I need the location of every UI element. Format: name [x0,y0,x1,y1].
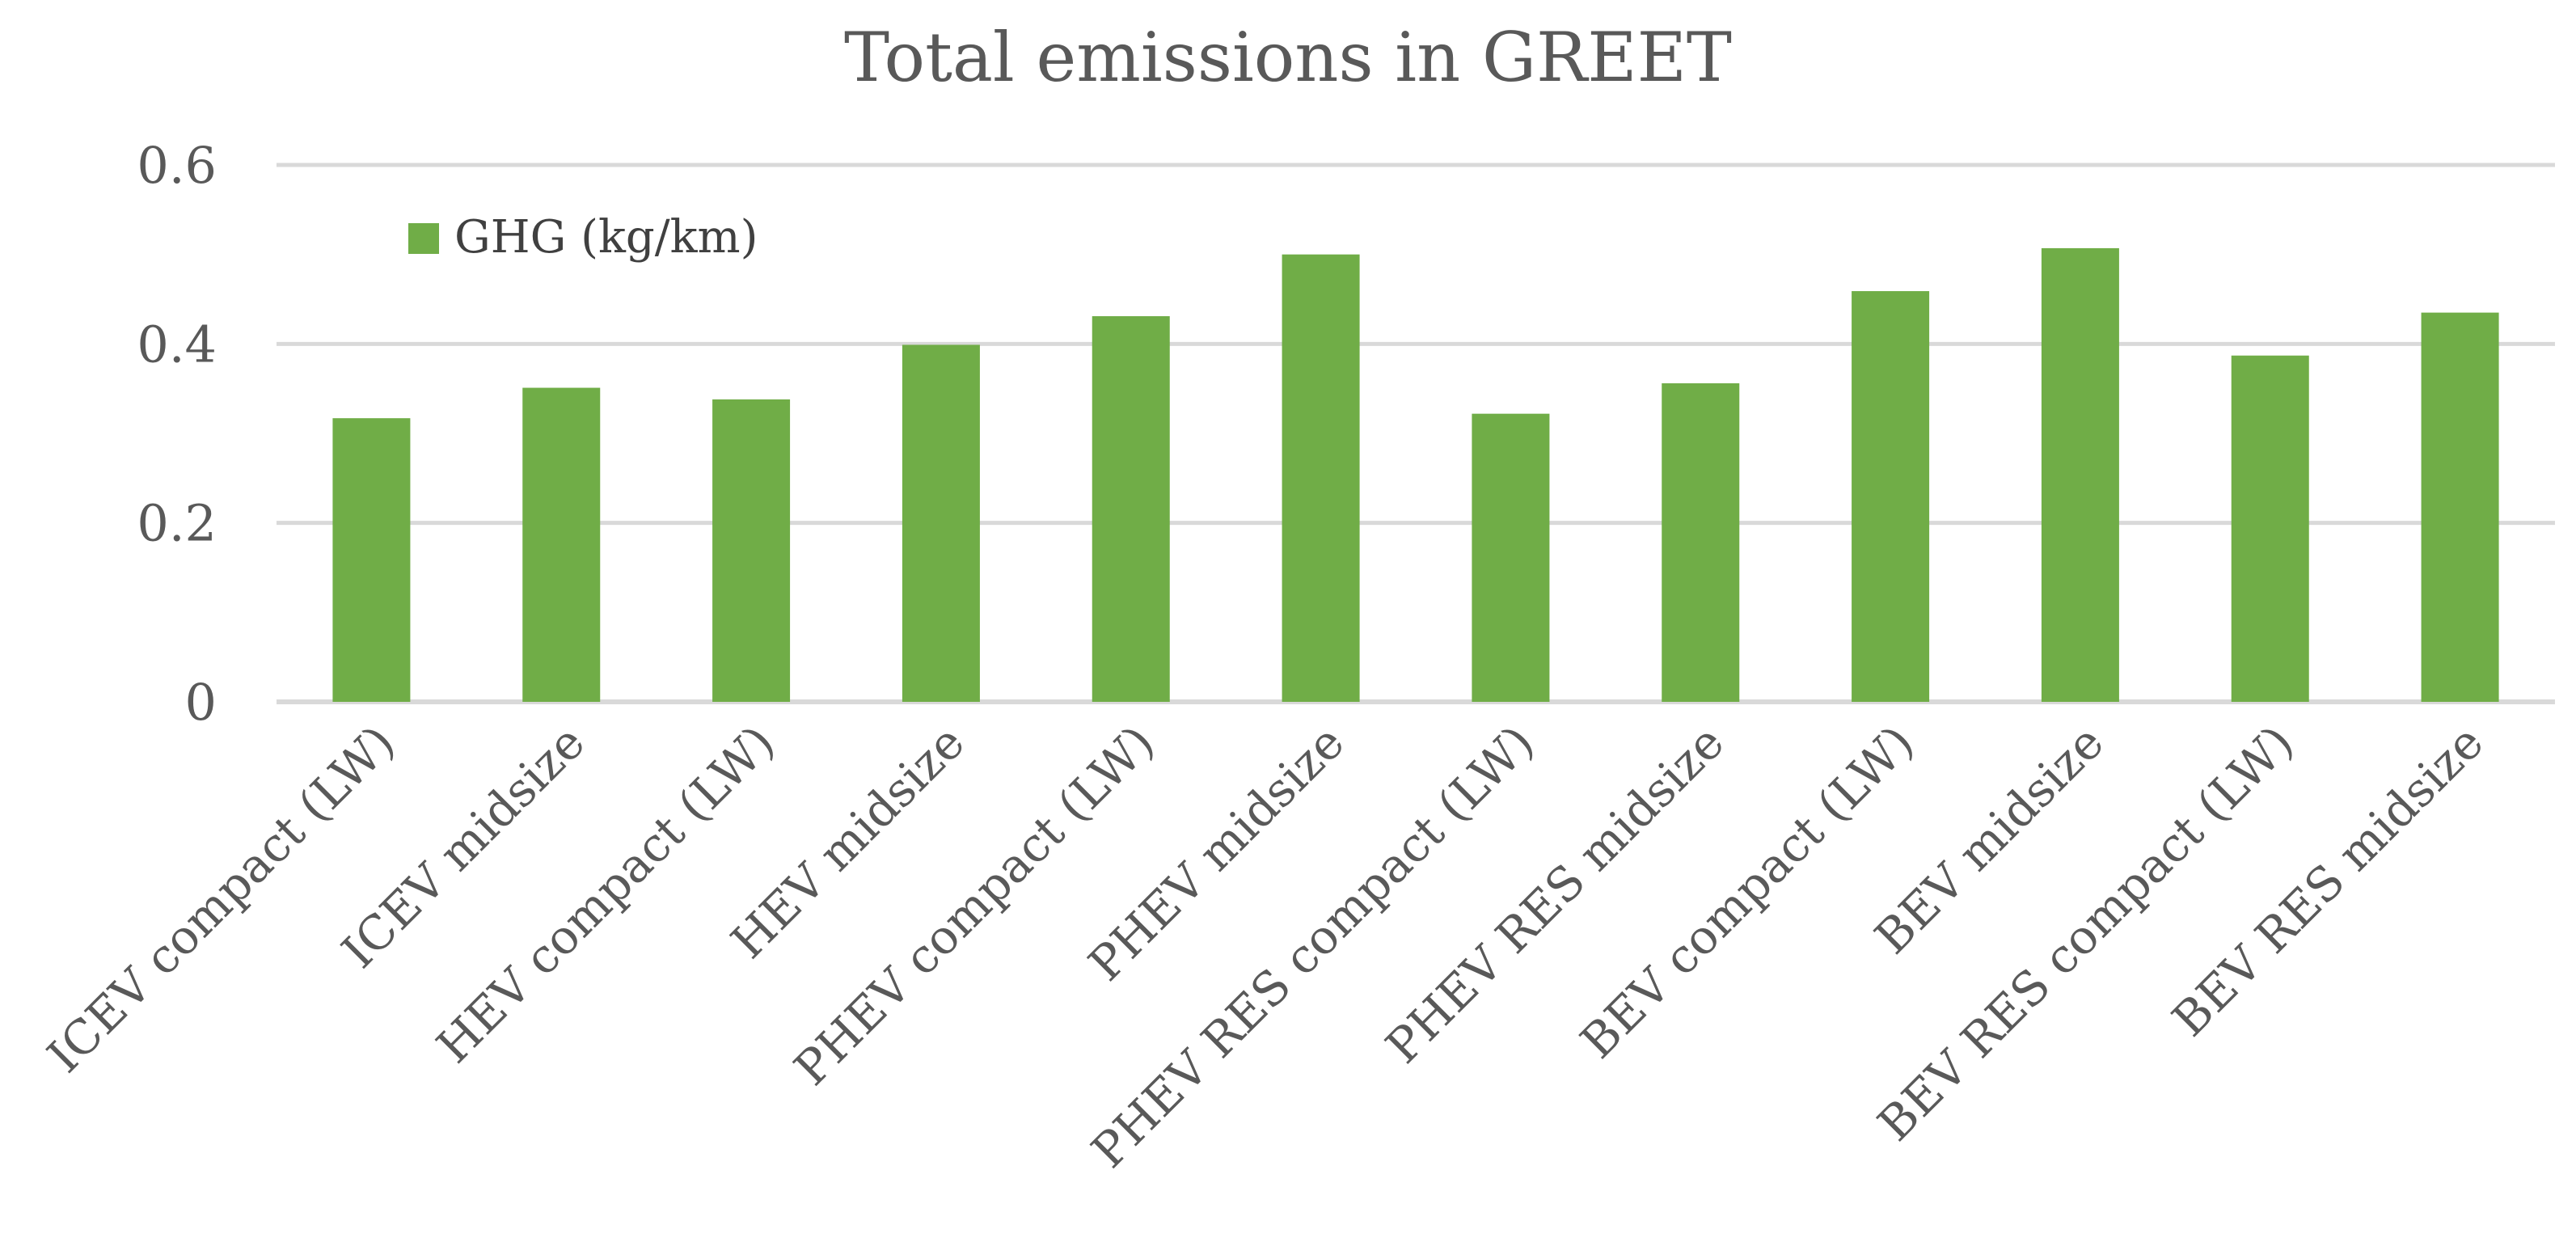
legend: GHG (kg/km) [408,211,758,264]
y-tick-label: 0.6 [137,136,217,195]
bar [1092,316,1170,702]
bar [1852,291,1930,702]
x-category-label: HEV compact (LW) [426,715,785,1074]
y-tick-label: 0.2 [137,494,217,553]
bar [1662,383,1740,702]
y-tick-label: 0 [185,673,217,732]
x-category-label: ICEV compact (LW) [36,715,405,1084]
bar [712,399,791,702]
y-tick-label: 0.4 [137,315,217,374]
chart-title: Total emissions in GREET [844,18,1732,97]
gridlines [277,163,2555,704]
bar [522,387,601,702]
legend-swatch [408,223,439,254]
y-axis-ticks: 0 0.2 0.4 0.6 [137,136,217,732]
bar [2231,355,2309,702]
bar [2421,312,2499,702]
x-category-label: BEV compact (LW) [1570,715,1924,1069]
bar [1282,254,1360,703]
bars [332,247,2499,703]
x-category-label: PHEV RES midsize [1375,715,1734,1074]
bar [902,344,980,702]
bar [1472,413,1550,702]
legend-label: GHG (kg/km) [454,211,758,264]
bar [332,418,411,702]
x-category-label: BEV RES midsize [2161,715,2494,1047]
bar [2041,247,2119,702]
x-category-label: PHEV compact (LW) [783,715,1165,1096]
